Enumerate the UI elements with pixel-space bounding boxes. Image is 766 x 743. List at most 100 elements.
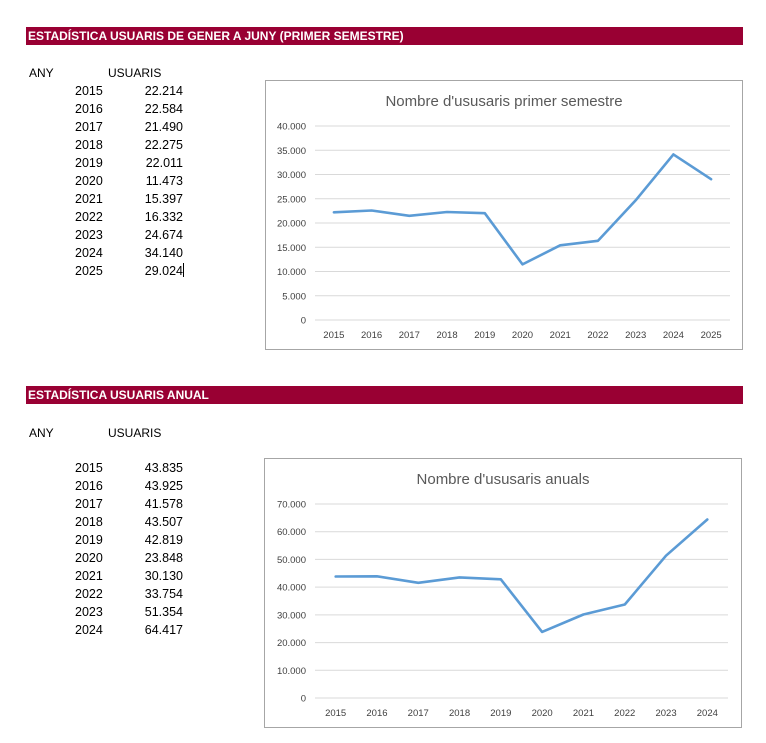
x-tick-label: 2020 [532, 708, 553, 719]
table-row[interactable]: 2017 41.578 [26, 495, 196, 513]
year-cell: 2019 [75, 156, 103, 170]
users-cell: 11.473 [145, 174, 183, 188]
data-point[interactable] [664, 554, 668, 558]
table-row[interactable]: 2022 16.332 [26, 208, 196, 226]
x-tick-label: 2020 [512, 330, 533, 341]
table-row[interactable]: 2018 22.275 [26, 136, 196, 154]
year-cell: 2025 [75, 264, 103, 278]
semester-chart[interactable]: Nombre d'ususaris primer semestre 0 5.000 1… [265, 80, 743, 350]
x-tick-label: 2017 [399, 330, 420, 341]
data-point[interactable] [483, 211, 487, 215]
series-line[interactable] [334, 518, 709, 634]
x-tick-label: 2024 [663, 330, 684, 341]
data-point[interactable] [445, 210, 449, 214]
table-row[interactable]: 2016 22.584 [26, 100, 196, 118]
year-cell: 2018 [75, 515, 103, 529]
data-point[interactable] [634, 198, 638, 202]
year-cell: 2024 [75, 246, 103, 260]
y-tick-label: 30.000 [277, 170, 306, 181]
data-point[interactable] [558, 243, 562, 247]
data-point[interactable] [334, 575, 338, 579]
users-cell: 43.835 [144, 461, 183, 475]
data-point[interactable] [581, 612, 585, 616]
users-cell: 29.024 [144, 264, 183, 278]
data-point[interactable] [705, 517, 709, 521]
year-cell: 2017 [75, 120, 103, 134]
table-row[interactable]: 2020 23.848 [26, 549, 196, 567]
y-tick-label: 40.000 [277, 583, 306, 594]
x-tick-label: 2023 [655, 708, 676, 719]
y-tick-label: 25.000 [277, 194, 306, 205]
y-tick-label: 70.000 [277, 500, 306, 511]
data-point[interactable] [521, 262, 525, 266]
data-point[interactable] [416, 581, 420, 585]
users-cell: 30.130 [144, 569, 183, 583]
table-row[interactable]: 2023 24.674 [26, 226, 196, 244]
year-cell: 2019 [75, 533, 103, 547]
data-point[interactable] [458, 575, 462, 579]
x-tick-label: 2021 [573, 708, 594, 719]
year-cell: 2020 [75, 174, 103, 188]
year-cell: 2015 [75, 84, 103, 98]
users-cell: 22.214 [144, 84, 183, 98]
users-cell: 43.925 [144, 479, 183, 493]
cell-cursor [183, 263, 184, 277]
data-point[interactable] [407, 214, 411, 218]
data-point[interactable] [499, 577, 503, 581]
series-line[interactable] [332, 153, 713, 266]
year-cell: 2023 [75, 228, 103, 242]
table-row[interactable]: 2015 22.214 [26, 82, 196, 100]
users-cell: 22.011 [145, 156, 183, 170]
year-cell: 2021 [75, 192, 103, 206]
data-point[interactable] [596, 239, 600, 243]
x-tick-label: 2019 [474, 330, 495, 341]
y-tick-label: 10.000 [277, 267, 306, 278]
table-row[interactable]: 2025 29.024 [26, 262, 196, 280]
data-point[interactable] [375, 574, 379, 578]
annual-chart[interactable]: Nombre d'ususaris anuals 0 10.000 20.000 30.… [264, 458, 742, 728]
x-tick-label: 2022 [587, 330, 608, 341]
table-row[interactable]: 2021 15.397 [26, 190, 196, 208]
y-tick-label: 20.000 [277, 638, 306, 649]
x-tick-label: 2018 [436, 330, 457, 341]
table-row[interactable]: 2024 34.140 [26, 244, 196, 262]
annual-chart-svg: Nombre d'ususaris anuals 0 10.000 20.000 30.… [277, 471, 728, 719]
data-point[interactable] [709, 177, 713, 181]
column-header-usuaris: USUARIS [108, 66, 162, 80]
users-cell: 23.848 [144, 551, 183, 565]
users-cell: 34.140 [144, 246, 183, 260]
x-tick-label: 2019 [490, 708, 511, 719]
x-tick-label: 2024 [697, 708, 718, 719]
year-cell: 2024 [75, 623, 103, 637]
table-row[interactable]: 2015 43.835 [26, 459, 196, 477]
y-tick-label: 10.000 [277, 666, 306, 677]
x-tick-label: 2025 [701, 330, 722, 341]
y-tick-label: 50.000 [277, 555, 306, 566]
year-cell: 2016 [75, 479, 103, 493]
table-row[interactable]: 2023 51.354 [26, 603, 196, 621]
data-point[interactable] [671, 152, 675, 156]
data-point[interactable] [370, 208, 374, 212]
data-point[interactable] [623, 602, 627, 606]
year-cell: 2023 [75, 605, 103, 619]
table-row[interactable]: 2022 33.754 [26, 585, 196, 603]
users-cell: 64.417 [144, 623, 183, 637]
x-tick-label: 2018 [449, 708, 470, 719]
table-row[interactable]: 2020 11.473 [26, 172, 196, 190]
table-row[interactable]: 2019 42.819 [26, 531, 196, 549]
y-tick-label: 60.000 [277, 527, 306, 538]
x-tick-label: 2016 [366, 708, 387, 719]
table-row[interactable]: 2024 64.417 [26, 621, 196, 639]
x-tick-label: 2021 [550, 330, 571, 341]
table-row[interactable]: 2018 43.507 [26, 513, 196, 531]
data-point[interactable] [332, 210, 336, 214]
table-row[interactable]: 2021 30.130 [26, 567, 196, 585]
section-banner-annual: ESTADÍSTICA USUARIS ANUAL [26, 386, 743, 404]
table-row[interactable]: 2019 22.011 [26, 154, 196, 172]
table-row[interactable]: 2016 43.925 [26, 477, 196, 495]
chart-title: Nombre d'ususaris primer semestre [385, 93, 622, 110]
users-cell: 41.578 [144, 497, 183, 511]
y-tick-label: 30.000 [277, 610, 306, 621]
data-point[interactable] [540, 630, 544, 634]
table-row[interactable]: 2017 21.490 [26, 118, 196, 136]
